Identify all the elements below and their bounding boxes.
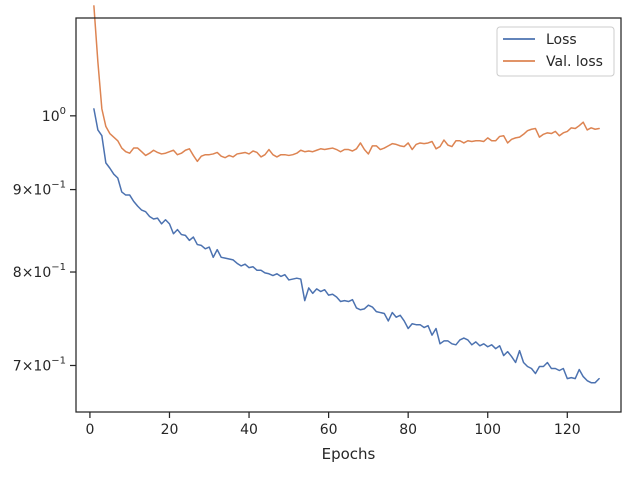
x-tick-label: 20	[161, 422, 179, 438]
x-tick-label: 0	[85, 422, 94, 438]
y-tick-label: 9×10−1	[13, 180, 66, 199]
x-tick-label: 120	[554, 422, 581, 438]
legend-label-val-loss: Val. loss	[546, 54, 603, 70]
y-tick-label: 8×10−1	[13, 262, 66, 281]
y-axis-ticks: 100 9×10−1 8×10−1 7×10−1	[13, 106, 76, 375]
legend-label-loss: Loss	[546, 32, 577, 48]
x-tick-label: 100	[474, 422, 501, 438]
x-axis-title: Epochs	[322, 445, 376, 463]
plot-background	[76, 18, 621, 412]
x-tick-label: 80	[399, 422, 417, 438]
y-tick-label: 100	[42, 106, 66, 125]
y-tick-label: 7×10−1	[13, 355, 66, 374]
x-axis-ticks: 0 20 40 60 80 100 120	[85, 412, 580, 438]
x-tick-label: 40	[240, 422, 258, 438]
legend: Loss Val. loss	[497, 27, 614, 76]
x-tick-label: 60	[320, 422, 338, 438]
